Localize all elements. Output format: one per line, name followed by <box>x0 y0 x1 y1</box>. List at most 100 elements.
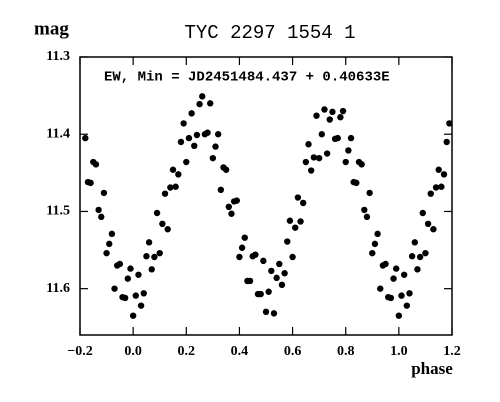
data-point <box>300 199 307 207</box>
data-point <box>161 190 169 197</box>
x-tick-label: 1.2 <box>443 344 461 359</box>
data-point <box>116 260 124 268</box>
data-point <box>177 138 185 146</box>
data-point <box>318 131 325 138</box>
data-point <box>265 288 272 295</box>
data-point <box>137 302 145 309</box>
data-point <box>172 183 179 190</box>
data-point <box>156 249 163 257</box>
data-point <box>334 134 341 142</box>
data-point <box>148 266 155 273</box>
data-point <box>199 93 206 100</box>
data-point <box>414 266 421 273</box>
data-point <box>289 253 296 261</box>
data-point <box>419 209 426 217</box>
data-point <box>337 114 344 121</box>
data-point <box>323 150 331 157</box>
data-point <box>377 285 384 292</box>
data-point <box>313 112 320 119</box>
data-point <box>268 267 275 275</box>
data-point <box>153 209 161 217</box>
data-point <box>390 275 397 282</box>
data-point <box>435 166 442 173</box>
data-point <box>361 206 368 214</box>
data-point <box>393 265 400 272</box>
data-point <box>145 239 153 246</box>
data-point <box>212 143 219 150</box>
data-point <box>297 218 304 225</box>
data-point <box>387 294 395 302</box>
data-point <box>363 213 371 221</box>
data-point <box>241 234 248 241</box>
x-tick-label: 0.4 <box>231 344 249 359</box>
data-point <box>204 129 211 136</box>
data-point <box>353 179 360 187</box>
data-point <box>87 179 94 187</box>
data-point <box>214 131 222 138</box>
data-point <box>108 230 116 238</box>
data-point <box>270 310 278 317</box>
data-point <box>262 308 270 316</box>
data-point <box>284 238 291 245</box>
data-point <box>276 260 283 268</box>
x-axis-label: phase <box>411 359 453 378</box>
data-point <box>403 302 411 309</box>
data-point <box>395 312 403 319</box>
data-point <box>127 265 134 272</box>
data-point <box>321 106 328 113</box>
plot-frame <box>79 56 453 336</box>
data-point <box>432 184 440 191</box>
data-point <box>422 249 429 257</box>
data-point <box>169 166 177 173</box>
data-point <box>302 158 310 166</box>
data-point <box>398 292 405 299</box>
data-point <box>193 131 201 139</box>
data-point <box>82 134 89 142</box>
data-point <box>183 158 190 166</box>
data-point <box>100 189 108 197</box>
data-point <box>400 271 408 278</box>
data-point <box>342 158 349 166</box>
data-point <box>430 226 437 233</box>
data-point <box>329 108 336 116</box>
y-tick-label: 11.4 <box>46 126 70 141</box>
data-point <box>310 154 318 161</box>
data-point <box>438 183 445 190</box>
chart-title: TYC 2297 1554 1 <box>184 22 355 44</box>
data-point <box>132 292 139 299</box>
data-point <box>374 230 381 238</box>
data-point <box>225 203 232 211</box>
x-tick-label: 0.6 <box>284 344 302 359</box>
data-point <box>260 257 267 265</box>
data-point <box>326 116 333 123</box>
data-point <box>406 290 413 297</box>
data-point <box>233 197 240 204</box>
x-tick-label: 0.2 <box>178 344 196 359</box>
data-point <box>228 210 235 217</box>
data-point <box>371 240 379 248</box>
data-point <box>111 285 118 292</box>
y-tick-label: 11.6 <box>46 281 70 296</box>
data-point <box>382 260 389 268</box>
data-point <box>339 107 347 115</box>
data-point <box>424 220 432 227</box>
data-point <box>443 138 450 146</box>
annotation: EW, Min = JD2451484.437 + 0.40633E <box>104 70 390 86</box>
data-point <box>140 290 147 297</box>
data-point <box>180 120 187 127</box>
data-point <box>358 161 365 168</box>
x-tick-label: 0.8 <box>337 344 355 359</box>
data-point <box>315 154 323 162</box>
data-point <box>278 281 286 289</box>
data-point <box>281 270 288 277</box>
data-point <box>222 166 230 173</box>
data-point <box>106 240 113 248</box>
data-point <box>98 213 105 221</box>
data-point <box>167 184 174 191</box>
data-point <box>151 253 158 261</box>
y-axis-label: mag <box>34 18 69 39</box>
data-point <box>347 134 355 142</box>
data-point <box>236 253 243 261</box>
data-point <box>305 141 312 148</box>
